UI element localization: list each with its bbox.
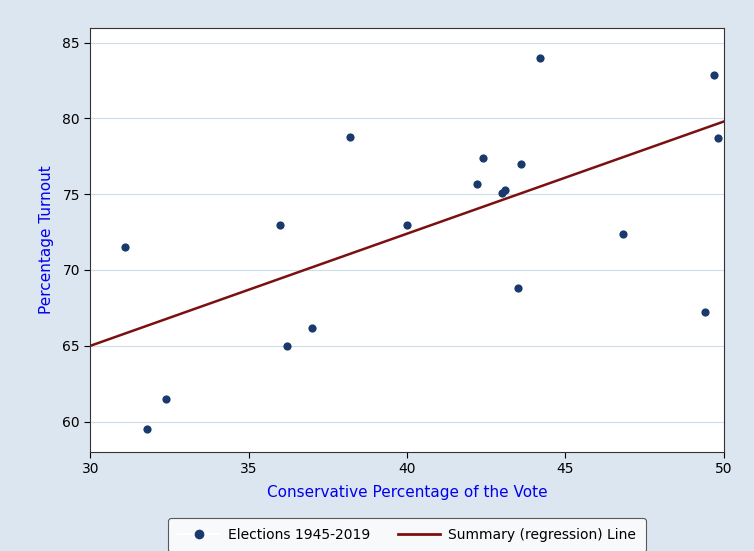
Point [470,179,483,188]
X-axis label: Conservative Percentage of the Vote: Conservative Percentage of the Vote [267,484,547,500]
Point [274,220,287,229]
Point [306,323,318,332]
Y-axis label: Percentage Turnout: Percentage Turnout [39,165,54,314]
Point [499,185,511,194]
Point [712,134,724,143]
Point [512,284,524,293]
Point [344,132,356,141]
Point [617,229,629,238]
Point [477,153,489,162]
Point [515,160,527,169]
Point [119,243,131,252]
Point [699,308,711,317]
Point [401,220,413,229]
Point [161,395,173,403]
Point [142,425,154,434]
Point [496,188,508,197]
Point [534,53,546,62]
Legend: Elections 1945-2019, Summary (regression) Line: Elections 1945-2019, Summary (regression… [168,518,646,551]
Point [708,70,720,79]
Point [280,341,293,350]
